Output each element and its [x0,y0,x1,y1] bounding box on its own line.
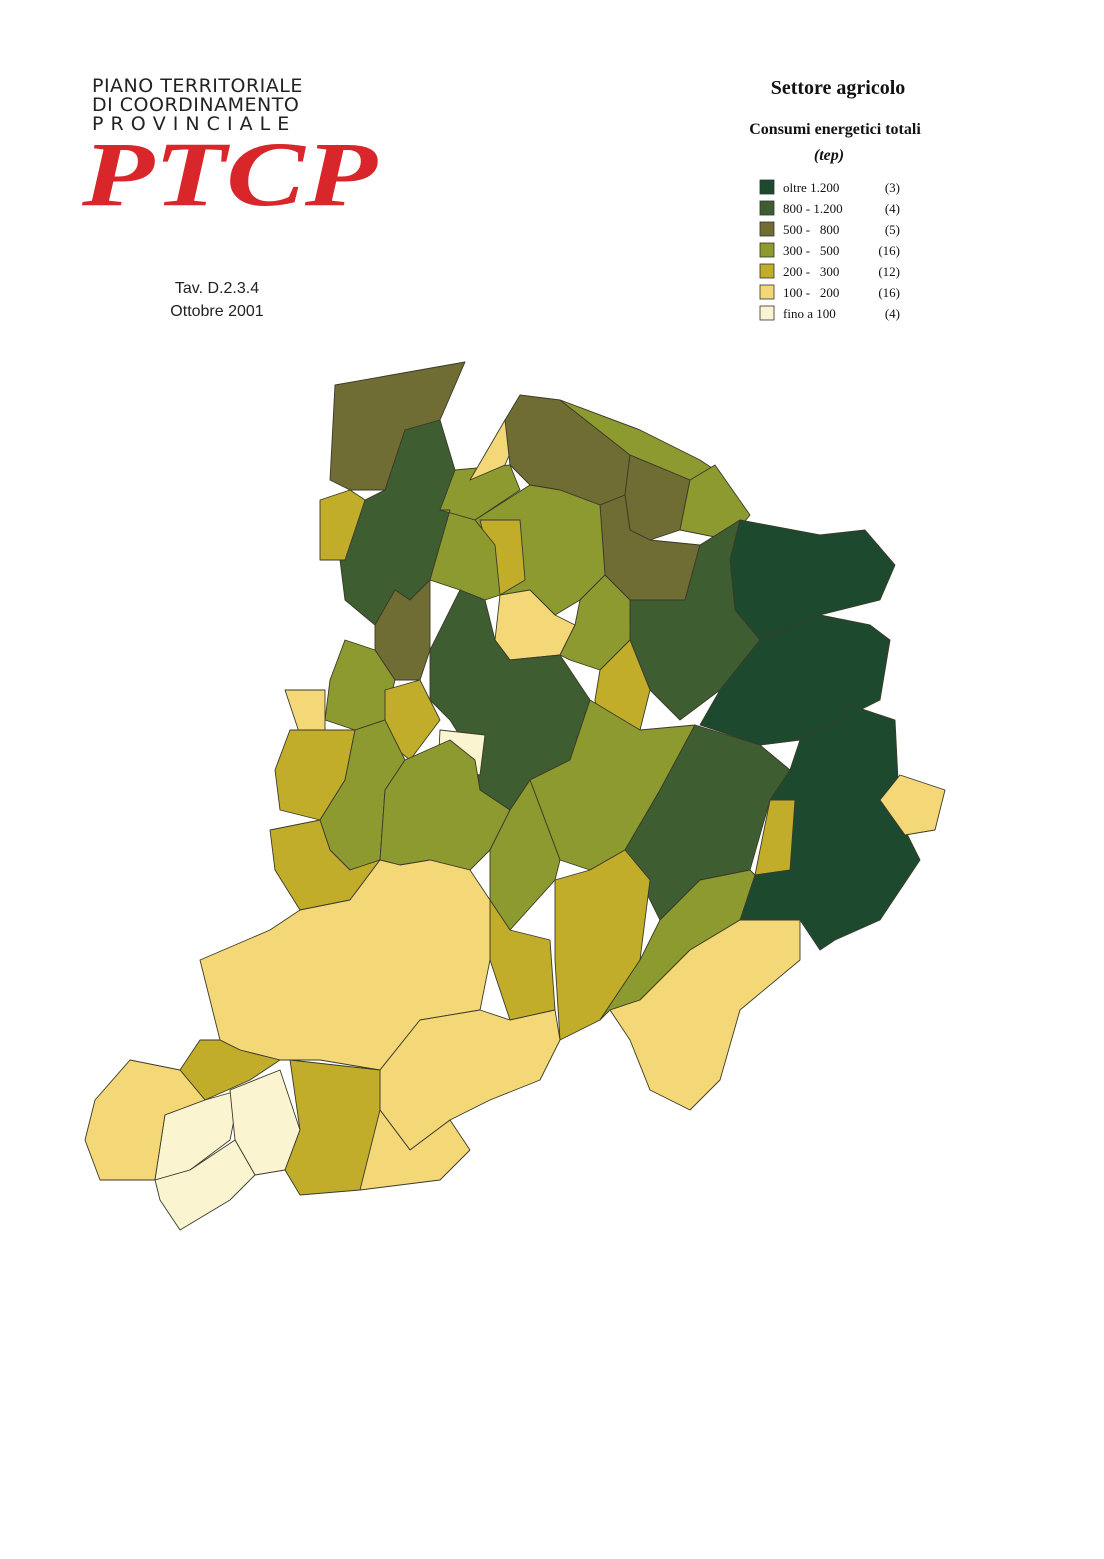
legend-label: fino a 100 [783,306,836,321]
map [84,361,946,1231]
legend-swatch [759,263,775,279]
legend-label: 500 - 800 [783,222,839,237]
legend-count: (16) [878,285,900,300]
legend-count: (12) [878,264,900,279]
legend-swatch [759,221,775,237]
date: Ottobre 2001 [170,303,264,320]
legend-swatch [759,200,775,216]
legend-swatch [759,284,775,300]
legend-label: 300 - 500 [783,243,839,258]
legend-label: oltre 1.200 [783,180,839,195]
municipality [879,774,946,836]
legend-label: 800 - 1.200 [783,201,843,216]
legend-count: (5) [885,222,900,237]
legend-unit: (tep) [814,147,844,164]
municipality [379,1009,561,1151]
legend-count: (3) [885,180,900,195]
logo-line: P R O V I N C I A L E [92,113,290,135]
logo-line: DI COORDINAMENTO [92,94,299,116]
legend-count: (16) [878,243,900,258]
municipality [754,799,796,876]
legend-label: 200 - 300 [783,264,839,279]
municipality [284,689,326,736]
legend-title: Settore agricolo [771,77,906,99]
municipality [489,899,556,1021]
logo-mark: PTCP [81,123,378,225]
legend-label: 100 - 200 [783,285,839,300]
municipality [609,919,801,1111]
legend-swatch [759,242,775,258]
logo-line: PIANO TERRITORIALE [92,75,303,97]
legend-swatch [759,305,775,321]
municipality [359,1109,471,1191]
legend-subtitle: Consumi energetici totali [749,121,921,138]
municipality [154,1139,256,1231]
table-ref: Tav. D.2.3.4 [175,280,259,297]
legend-swatch [759,179,775,195]
legend: oltre 1.200 (3) 800 - 1.200 (4) 500 - 800 (5)… [759,179,900,321]
municipality [629,519,761,721]
legend-count: (4) [885,306,900,321]
municipality [379,739,511,871]
municipality [319,489,366,561]
legend-count: (4) [885,201,900,216]
